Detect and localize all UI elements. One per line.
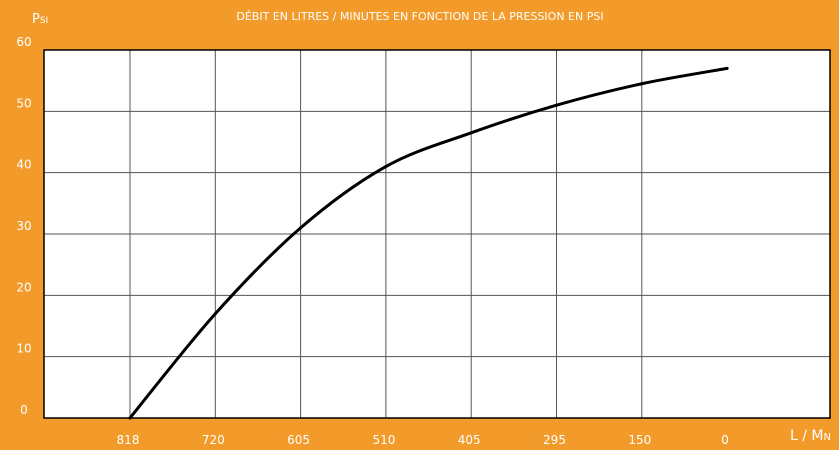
data-point bbox=[725, 66, 729, 70]
y-tick-label: 40 bbox=[16, 158, 31, 172]
x-tick-label: 0 bbox=[721, 433, 729, 447]
y-tick-label: 60 bbox=[16, 35, 31, 49]
series-group bbox=[128, 66, 729, 420]
x-tick-label: 405 bbox=[458, 433, 481, 447]
y-tick-label: 20 bbox=[16, 280, 31, 294]
x-tick-label: 605 bbox=[287, 433, 310, 447]
data-point bbox=[384, 165, 388, 169]
y-tick-label: 0 bbox=[20, 403, 28, 417]
x-tick-label: 295 bbox=[543, 433, 566, 447]
gridlines bbox=[44, 50, 830, 418]
data-point bbox=[469, 131, 473, 135]
x-tick-label: 150 bbox=[628, 433, 651, 447]
y-tick-labels: 0 10 20 30 40 50 60 bbox=[16, 35, 31, 417]
chart-title: Débit en litres / minutes en fonction de… bbox=[236, 10, 603, 23]
y-tick-label: 50 bbox=[16, 96, 31, 110]
data-point bbox=[555, 103, 558, 107]
y-tick-label: 30 bbox=[16, 219, 31, 233]
data-point bbox=[213, 312, 217, 316]
data-point bbox=[640, 82, 644, 86]
x-tick-label: 720 bbox=[202, 433, 225, 447]
y-tick-label: 10 bbox=[16, 342, 31, 356]
plot-frame bbox=[43, 49, 831, 419]
x-tick-label: 510 bbox=[372, 433, 395, 447]
data-point bbox=[299, 226, 303, 230]
data-point bbox=[128, 416, 132, 420]
x-tick-labels: 818 720 605 510 405 295 150 0 bbox=[117, 433, 729, 447]
y-axis-label: Psi bbox=[32, 12, 48, 27]
x-axis-label: L / Mn bbox=[790, 428, 831, 444]
x-tick-label: 818 bbox=[117, 433, 140, 447]
